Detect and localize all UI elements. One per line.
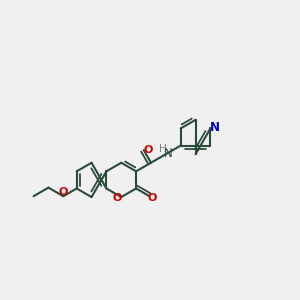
Text: O: O xyxy=(58,187,68,197)
Text: N: N xyxy=(210,121,220,134)
Text: O: O xyxy=(143,145,153,155)
Text: H: H xyxy=(159,144,167,154)
Text: O: O xyxy=(112,193,122,203)
Text: O: O xyxy=(147,193,156,203)
Text: N: N xyxy=(164,147,172,160)
